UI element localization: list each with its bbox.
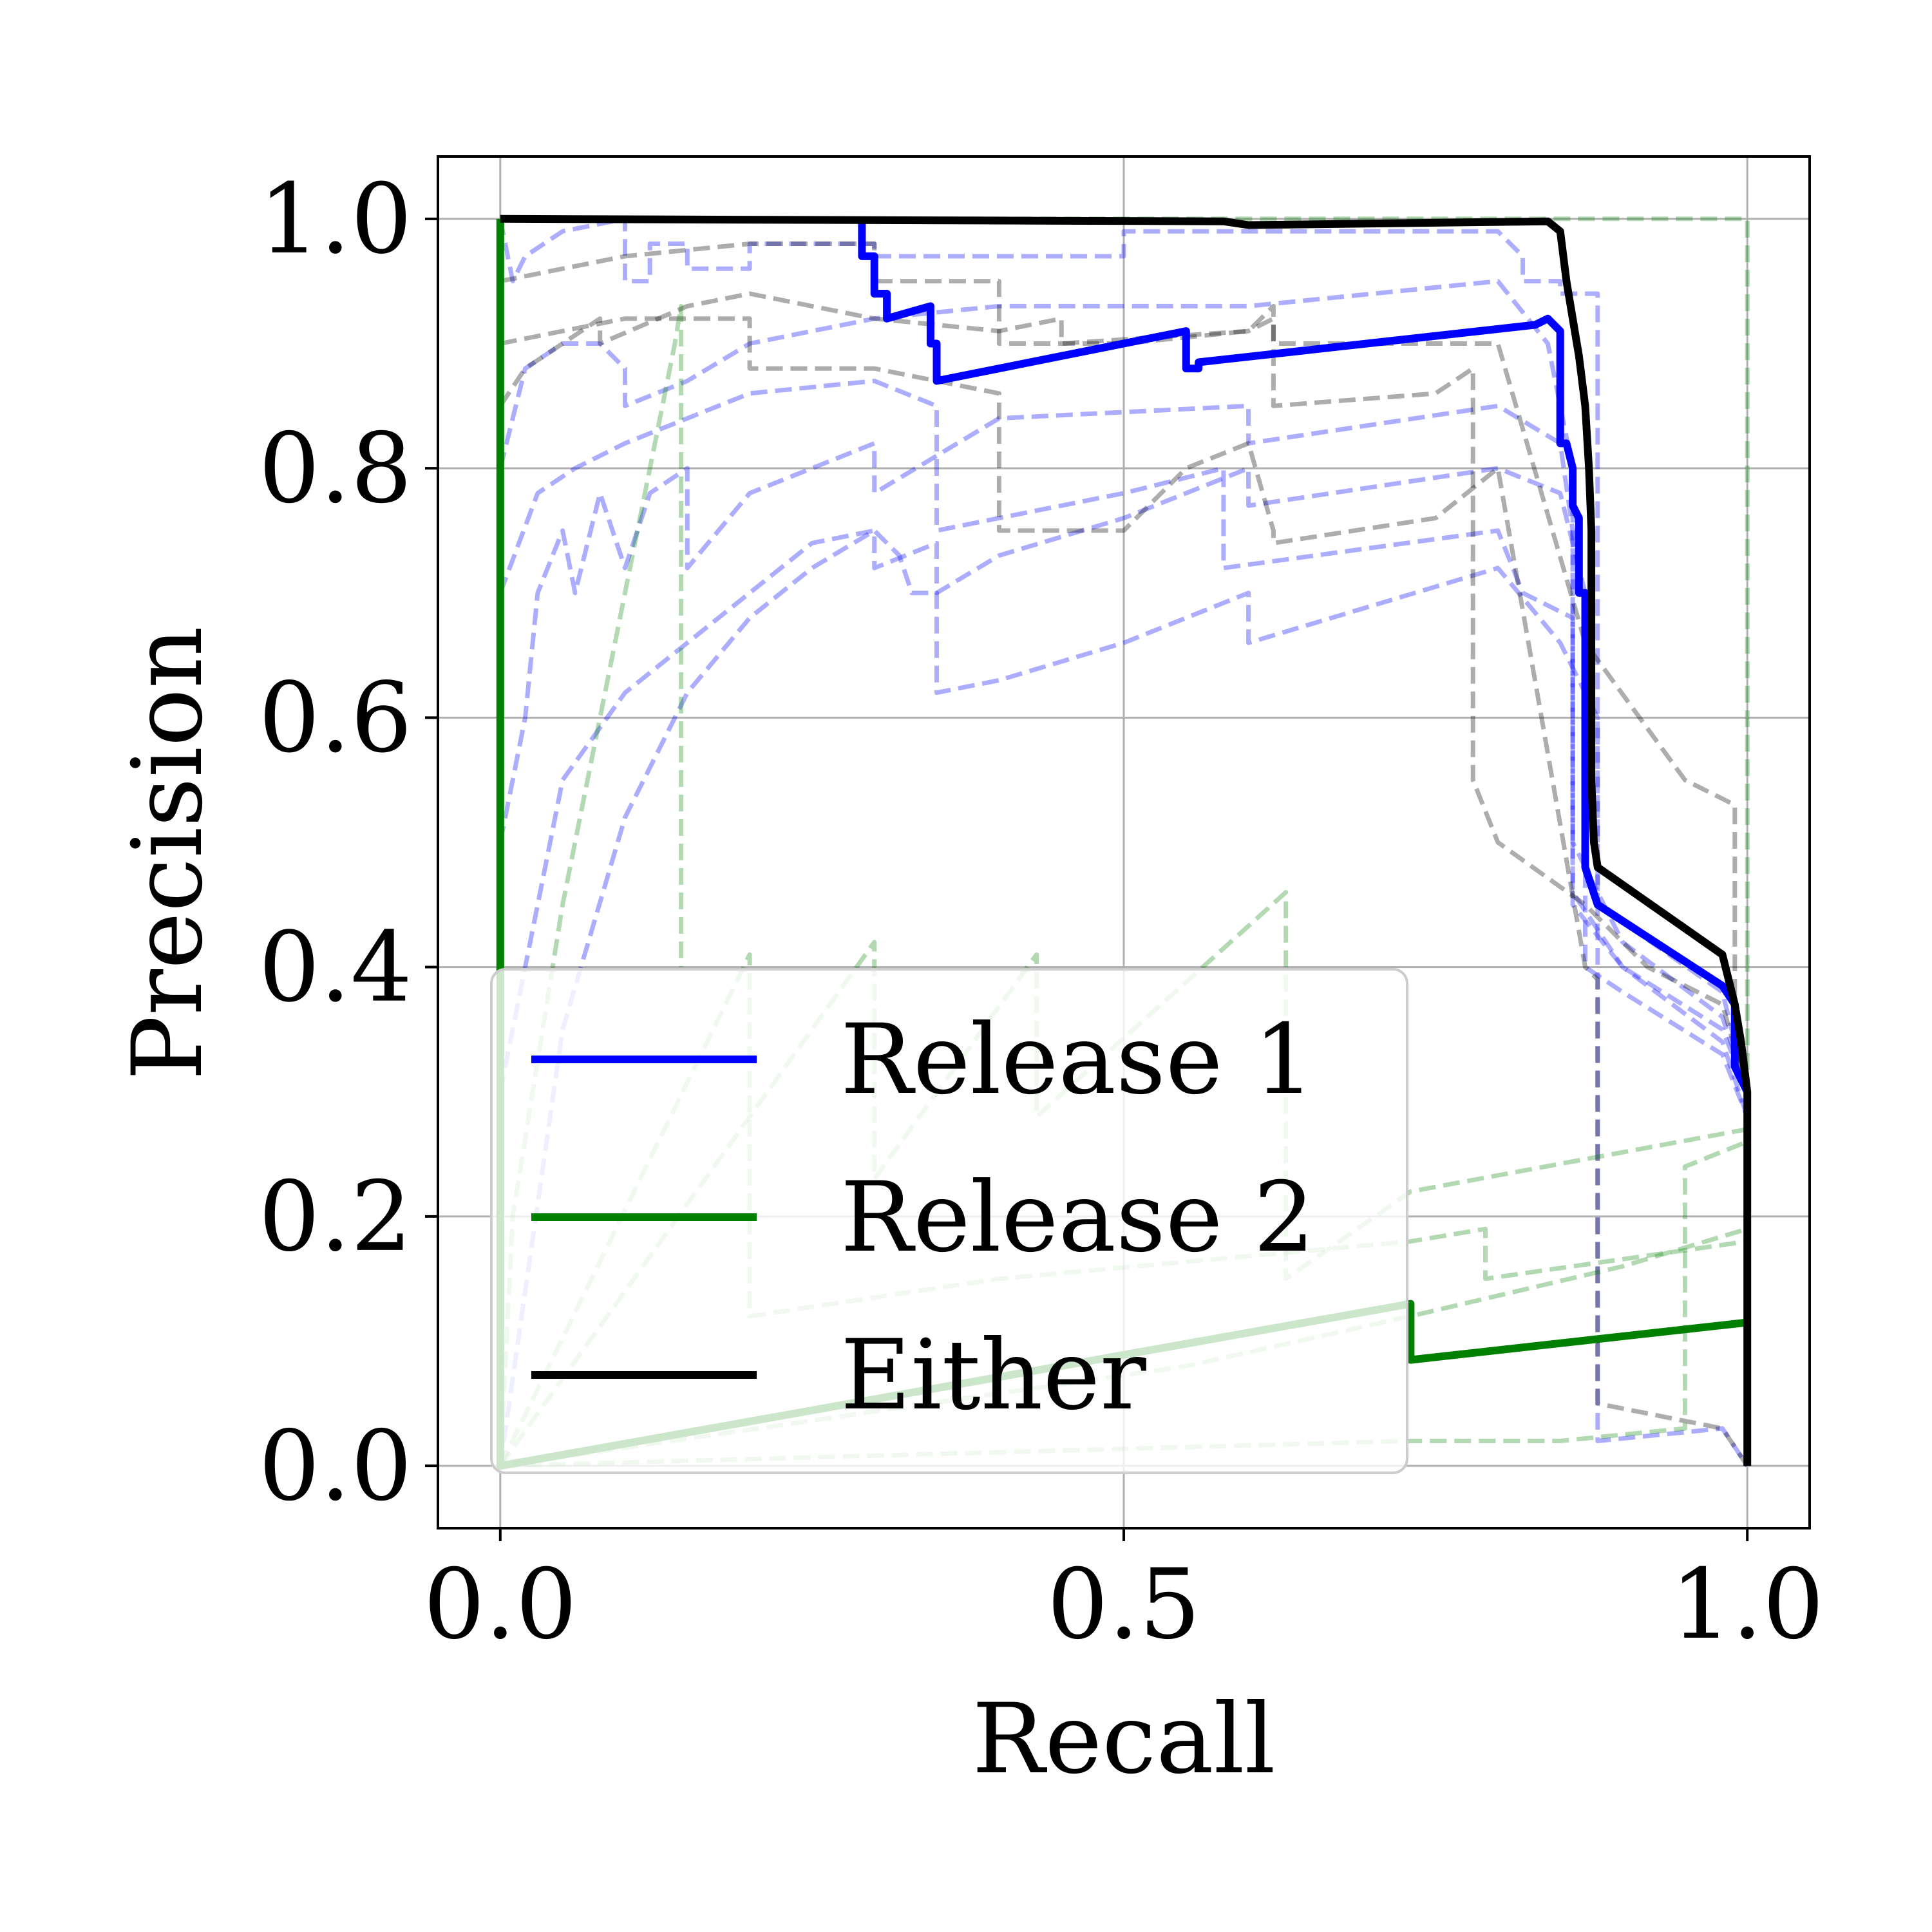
- background-curve-release1: [498, 403, 1750, 1093]
- background-curve-release1: [498, 216, 1750, 1093]
- background-curve-either: [498, 291, 1750, 1093]
- y-tick-label: 0.4: [258, 912, 412, 1024]
- y-tick-label: 1.0: [258, 164, 412, 276]
- x-axis-label: Recall: [972, 1683, 1275, 1795]
- x-tick-label: 0.5: [1047, 1549, 1201, 1661]
- y-tick-label: 0.6: [258, 662, 412, 774]
- x-tick-label: 1.0: [1671, 1549, 1824, 1661]
- y-tick-label: 0.2: [258, 1161, 412, 1273]
- y-tick-label: 0.0: [258, 1410, 412, 1522]
- background-curve-either: [500, 242, 1750, 1092]
- legend-box: [490, 968, 1408, 1474]
- y-tick-label: 0.8: [258, 413, 412, 525]
- series-line-1: [858, 218, 1751, 1094]
- background-curve-release1: [498, 379, 1750, 1093]
- background-curve-either: [500, 316, 1750, 1468]
- axis-ticks: 0.0 0.5 1.0 0.0 0.2 0.4 0.6 0.8 1.0: [258, 164, 1824, 1661]
- background-curve-release1: [498, 279, 1750, 1118]
- y-axis-label: Precision: [112, 626, 224, 1080]
- legend-label: Release 1: [840, 1004, 1315, 1116]
- series-line-3: [500, 214, 1752, 1466]
- legend: Release 1 Release 2 Either: [490, 968, 1408, 1474]
- background-curve-release2: [500, 1226, 1748, 1468]
- legend-label: Either: [840, 1320, 1146, 1432]
- x-tick-label: 0.0: [424, 1549, 578, 1661]
- legend-label: Release 2: [840, 1162, 1315, 1274]
- background-curve-release1: [498, 466, 1750, 1118]
